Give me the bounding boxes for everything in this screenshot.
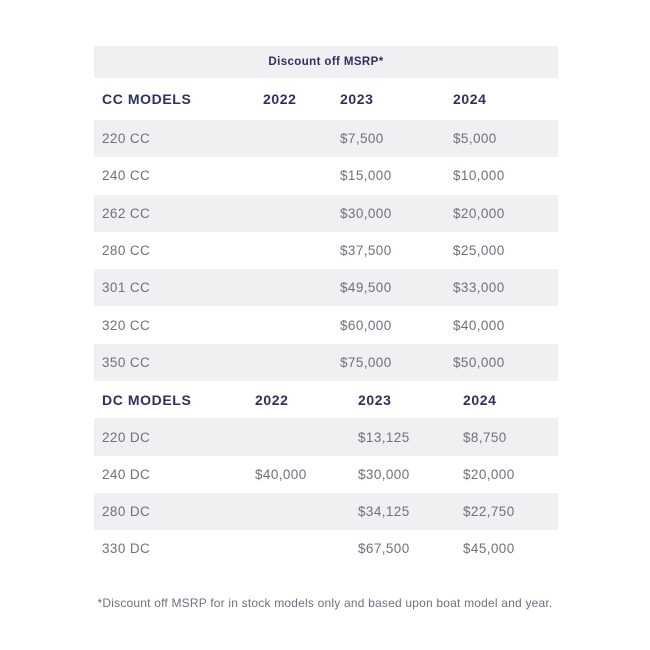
column-header-2022: 2022 bbox=[255, 391, 289, 408]
discount-2024-cell: $8,750 bbox=[463, 429, 507, 445]
discount-2023-cell: $67,500 bbox=[358, 541, 410, 557]
column-header-2024: 2024 bbox=[463, 391, 497, 408]
discount-2022-cell: $40,000 bbox=[255, 466, 307, 482]
column-header-2022: 2022 bbox=[263, 91, 297, 107]
discount-2024-cell: $40,000 bbox=[453, 317, 505, 333]
model-cell: 280 CC bbox=[102, 243, 151, 259]
discount-2024-cell: $33,000 bbox=[453, 280, 505, 296]
table-row: 330 DC $67,500 $45,000 bbox=[94, 530, 558, 567]
discount-2023-cell: $30,000 bbox=[358, 466, 410, 482]
column-header-2023: 2023 bbox=[340, 91, 374, 107]
model-cell: 301 CC bbox=[102, 280, 151, 296]
discount-2023-cell: $60,000 bbox=[340, 317, 392, 333]
table-row: 280 CC $37,500 $25,000 bbox=[94, 232, 558, 269]
table-row: 301 CC $49,500 $33,000 bbox=[94, 269, 558, 307]
discount-table: Discount off MSRP* CC MODELS 2022 2023 2… bbox=[94, 46, 558, 568]
table-caption: Discount off MSRP* bbox=[94, 46, 558, 78]
model-cell: 240 CC bbox=[102, 168, 151, 184]
column-header-2023: 2023 bbox=[358, 391, 392, 408]
column-header-dc-models: DC MODELS bbox=[102, 391, 192, 408]
model-cell: 240 DC bbox=[102, 466, 151, 482]
discount-2023-cell: $37,500 bbox=[340, 243, 392, 259]
model-cell: 262 CC bbox=[102, 205, 151, 221]
table-row: 240 DC $40,000 $30,000 $20,000 bbox=[94, 456, 558, 493]
discount-2024-cell: $20,000 bbox=[453, 205, 505, 221]
table-row: 280 DC $34,125 $22,750 bbox=[94, 492, 558, 531]
table-row: 220 CC $7,500 $5,000 bbox=[94, 120, 558, 158]
discount-2023-cell: $34,125 bbox=[358, 504, 410, 520]
discount-2023-cell: $49,500 bbox=[340, 280, 392, 296]
table-caption-text: Discount off MSRP* bbox=[268, 56, 384, 68]
dc-header-row: DC MODELS 2022 2023 2024 bbox=[94, 381, 558, 418]
discount-2023-cell: $75,000 bbox=[340, 354, 392, 370]
model-cell: 220 CC bbox=[102, 131, 151, 147]
discount-2024-cell: $22,750 bbox=[463, 504, 515, 520]
table-row: 220 DC $13,125 $8,750 bbox=[94, 418, 558, 456]
cc-header-row: CC MODELS 2022 2023 2024 bbox=[94, 78, 558, 120]
discount-2024-cell: $5,000 bbox=[453, 131, 497, 147]
table-row: 240 CC $15,000 $10,000 bbox=[94, 157, 558, 194]
discount-2024-cell: $25,000 bbox=[453, 243, 505, 259]
discount-2024-cell: $50,000 bbox=[453, 354, 505, 370]
dc-models-section: DC MODELS 2022 2023 2024 220 DC $13,125 … bbox=[94, 381, 558, 567]
table-row: 262 CC $30,000 $20,000 bbox=[94, 194, 558, 232]
footnote: *Discount off MSRP for in stock models o… bbox=[97, 596, 553, 610]
discount-2023-cell: $7,500 bbox=[340, 131, 384, 147]
model-cell: 320 CC bbox=[102, 317, 151, 333]
model-cell: 280 DC bbox=[102, 504, 151, 520]
column-header-cc-models: CC MODELS bbox=[102, 91, 192, 107]
model-cell: 350 CC bbox=[102, 354, 151, 370]
discount-2024-cell: $20,000 bbox=[463, 466, 515, 482]
discount-2024-cell: $45,000 bbox=[463, 541, 515, 557]
table-row: 350 CC $75,000 $50,000 bbox=[94, 343, 558, 382]
discount-2024-cell: $10,000 bbox=[453, 168, 505, 184]
discount-2023-cell: $15,000 bbox=[340, 168, 392, 184]
model-cell: 220 DC bbox=[102, 429, 151, 445]
cc-models-section: CC MODELS 2022 2023 2024 220 CC $7,500 $… bbox=[94, 78, 558, 382]
column-header-2024: 2024 bbox=[453, 91, 487, 107]
discount-2023-cell: $30,000 bbox=[340, 205, 392, 221]
model-cell: 330 DC bbox=[102, 541, 151, 557]
discount-2023-cell: $13,125 bbox=[358, 429, 410, 445]
table-row: 320 CC $60,000 $40,000 bbox=[94, 306, 558, 343]
